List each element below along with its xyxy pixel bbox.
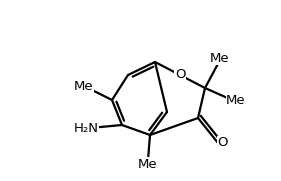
- Text: Me: Me: [74, 79, 94, 92]
- Text: O: O: [218, 136, 228, 150]
- Text: H₂N: H₂N: [74, 121, 99, 134]
- Text: Me: Me: [226, 94, 246, 106]
- Text: Me: Me: [210, 52, 230, 64]
- Text: O: O: [175, 68, 185, 81]
- Text: Me: Me: [138, 157, 158, 171]
